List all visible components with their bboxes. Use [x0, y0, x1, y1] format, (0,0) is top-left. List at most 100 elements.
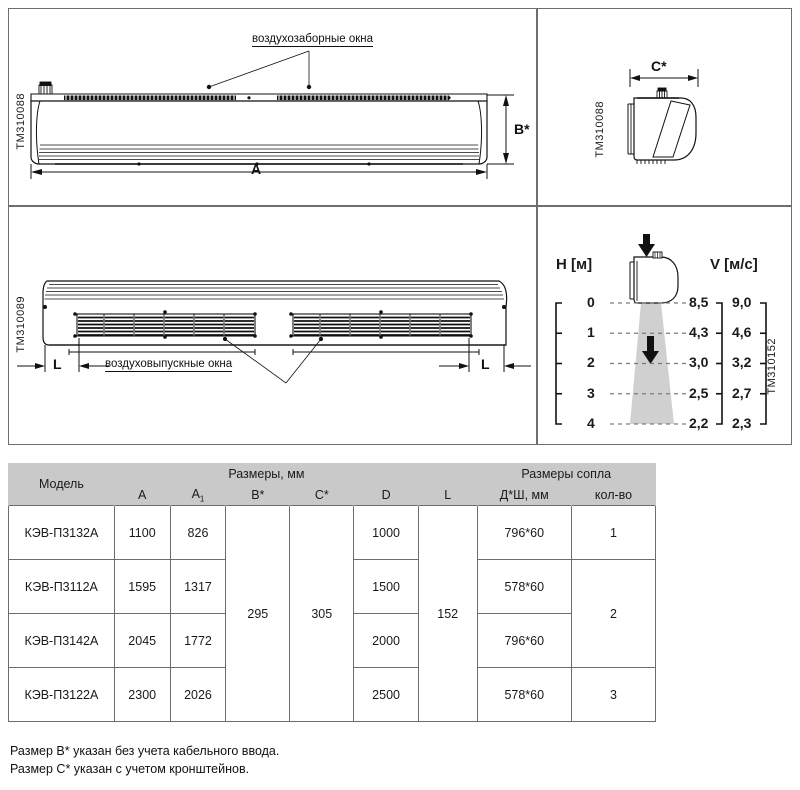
dimension-b	[487, 94, 514, 165]
cell-nozzle-size: 578*60	[476, 559, 573, 614]
height-tick-0: 0	[587, 294, 595, 310]
technical-drawing-frame: TM310088 воздухозаборные окна	[8, 8, 792, 445]
velocity2-axis-bracket	[760, 302, 767, 425]
velocity-unit-icon	[629, 251, 679, 304]
cell-c-merged: 305	[289, 505, 355, 722]
cell-a: 2045	[113, 613, 171, 668]
side-view-dim-c-label: C*	[651, 58, 667, 74]
table-body: КЭВ-П3132А 1100 826 295 305 1000 152 796…	[8, 505, 656, 722]
cell-nozzle-size: 796*60	[476, 613, 573, 668]
unit-side-body	[627, 97, 697, 164]
velocity1-value-4: 2,2	[689, 415, 709, 431]
header-nozzle-group: Размеры сопла	[476, 463, 656, 485]
velocity-diagram-panel: TM310152	[538, 206, 793, 446]
cell-d: 2500	[353, 667, 419, 722]
velocity1-value-3: 2,5	[689, 385, 709, 401]
cell-a1: 1772	[169, 613, 227, 668]
side-view-graphic	[627, 69, 699, 164]
outlet-grille-left	[73, 310, 257, 339]
side-view-panel: TM310088	[538, 9, 793, 205]
cell-a1: 826	[169, 505, 227, 560]
table-header-group-row: Модель Размеры, мм Размеры сопла	[8, 463, 656, 506]
table-header-column-row: A A1 B* C* D L Д*Ш, мм кол-во	[9, 485, 656, 506]
height-tick-3: 3	[587, 385, 595, 401]
top-view-panel: TM310089 воздуховыпускные окна	[9, 206, 536, 446]
top-view-dim-l-right-label: L	[481, 356, 490, 372]
header-dimensions-group: Размеры, мм	[113, 463, 419, 485]
velocity1-value-1: 4,3	[689, 324, 709, 340]
table-row: КЭВ-П3122А 2300 2026 2500 578*60 3	[8, 667, 656, 722]
header-col-nozzle-size: Д*Ш, мм	[476, 485, 573, 506]
level-gridlines	[610, 302, 688, 425]
velocity2-value-0: 9,0	[732, 294, 752, 310]
height-tick-2: 2	[587, 354, 595, 370]
cell-nozzle-size: 578*60	[476, 667, 573, 722]
outlet-grille-right	[289, 310, 473, 339]
cell-model: КЭВ-П3122А	[8, 667, 115, 722]
velocity1-value-2: 3,0	[689, 354, 709, 370]
height-axis-bracket	[555, 302, 562, 425]
panel-horizontal-divider	[9, 205, 791, 207]
top-view-callout-label: воздуховыпускные окна	[105, 358, 233, 372]
leader-dot	[306, 84, 312, 90]
cell-a: 1595	[113, 559, 171, 614]
header-col-l: L	[417, 485, 478, 506]
cell-d: 1500	[353, 559, 419, 614]
table-header: Модель Размеры, мм Размеры сопла A A1 B*…	[8, 463, 656, 506]
top-view-graphic	[17, 280, 531, 384]
footnotes: Размер B* указан без учета кабельного вв…	[10, 742, 279, 778]
velocity2-value-4: 2,3	[732, 415, 752, 431]
velocity2-value-1: 4,6	[732, 324, 752, 340]
cell-a: 1100	[113, 505, 171, 560]
header-col-c: C*	[289, 485, 355, 506]
cell-b-merged: 295	[225, 505, 291, 722]
cell-a1: 2026	[169, 667, 227, 722]
cell-qty-merged: 2	[571, 559, 656, 668]
front-view-dim-b-label: B*	[514, 121, 530, 137]
velocity1-axis-bracket	[716, 302, 723, 425]
header-col-a: A	[113, 485, 171, 506]
front-view-dim-a-label: A	[251, 161, 262, 177]
cell-d: 2000	[353, 613, 419, 668]
cell-qty: 3	[571, 667, 656, 722]
cell-model: КЭВ-П3112А	[8, 559, 115, 614]
table-row: КЭВ-П3112А 1595 1317 1500 578*60 2	[8, 559, 656, 668]
height-tick-4: 4	[587, 415, 595, 431]
header-blank	[417, 463, 478, 485]
footnote-b: Размер B* указан без учета кабельного вв…	[10, 744, 280, 758]
specification-table: Модель Размеры, мм Размеры сопла A A1 B*…	[8, 463, 656, 722]
panel-vertical-divider	[536, 9, 538, 444]
cell-a: 2300	[113, 667, 171, 722]
velocity2-value-2: 3,2	[732, 354, 752, 370]
footnote-c: Размер C* указан с учетом кронштейнов.	[10, 762, 250, 777]
cell-nozzle-size: 796*60	[476, 505, 573, 560]
header-col-a1: A1	[169, 485, 227, 506]
velocity-diagram-graphic	[555, 234, 767, 425]
header-col-d: D	[353, 485, 419, 506]
dimension-a	[30, 164, 488, 179]
flow-arrow	[642, 336, 659, 364]
top-view-dim-l-left-label: L	[53, 356, 62, 372]
header-col-b: B*	[225, 485, 291, 506]
cell-d: 1000	[353, 505, 419, 560]
leader-dot	[206, 84, 212, 90]
cell-qty: 1	[571, 505, 656, 560]
cell-model: КЭВ-П3142А	[8, 613, 115, 668]
front-view-graphic	[30, 50, 514, 179]
front-view-callout-label: воздухозаборные окна	[252, 33, 374, 47]
header-col-qty: кол-во	[571, 485, 656, 506]
front-view-panel: TM310088 воздухозаборные окна	[9, 9, 536, 205]
cell-model: КЭВ-П3132А	[8, 505, 115, 560]
height-tick-1: 1	[587, 324, 595, 340]
intake-arrow	[638, 234, 655, 257]
table-row: КЭВ-П3132А 1100 826 295 305 1000 152 796…	[8, 505, 656, 722]
unit-front-body	[30, 81, 488, 166]
header-model: Модель	[8, 463, 115, 506]
table-row: КЭВ-П3142А 2045 1772 2000 796*60	[8, 613, 656, 668]
velocity1-value-0: 8,5	[689, 294, 709, 310]
cell-l-merged: 152	[417, 505, 478, 722]
velocity-axis-label: V [м/с]	[710, 256, 758, 273]
cell-a1: 1317	[169, 559, 227, 614]
velocity2-value-3: 2,7	[732, 385, 752, 401]
height-axis-label: H [м]	[556, 256, 593, 273]
